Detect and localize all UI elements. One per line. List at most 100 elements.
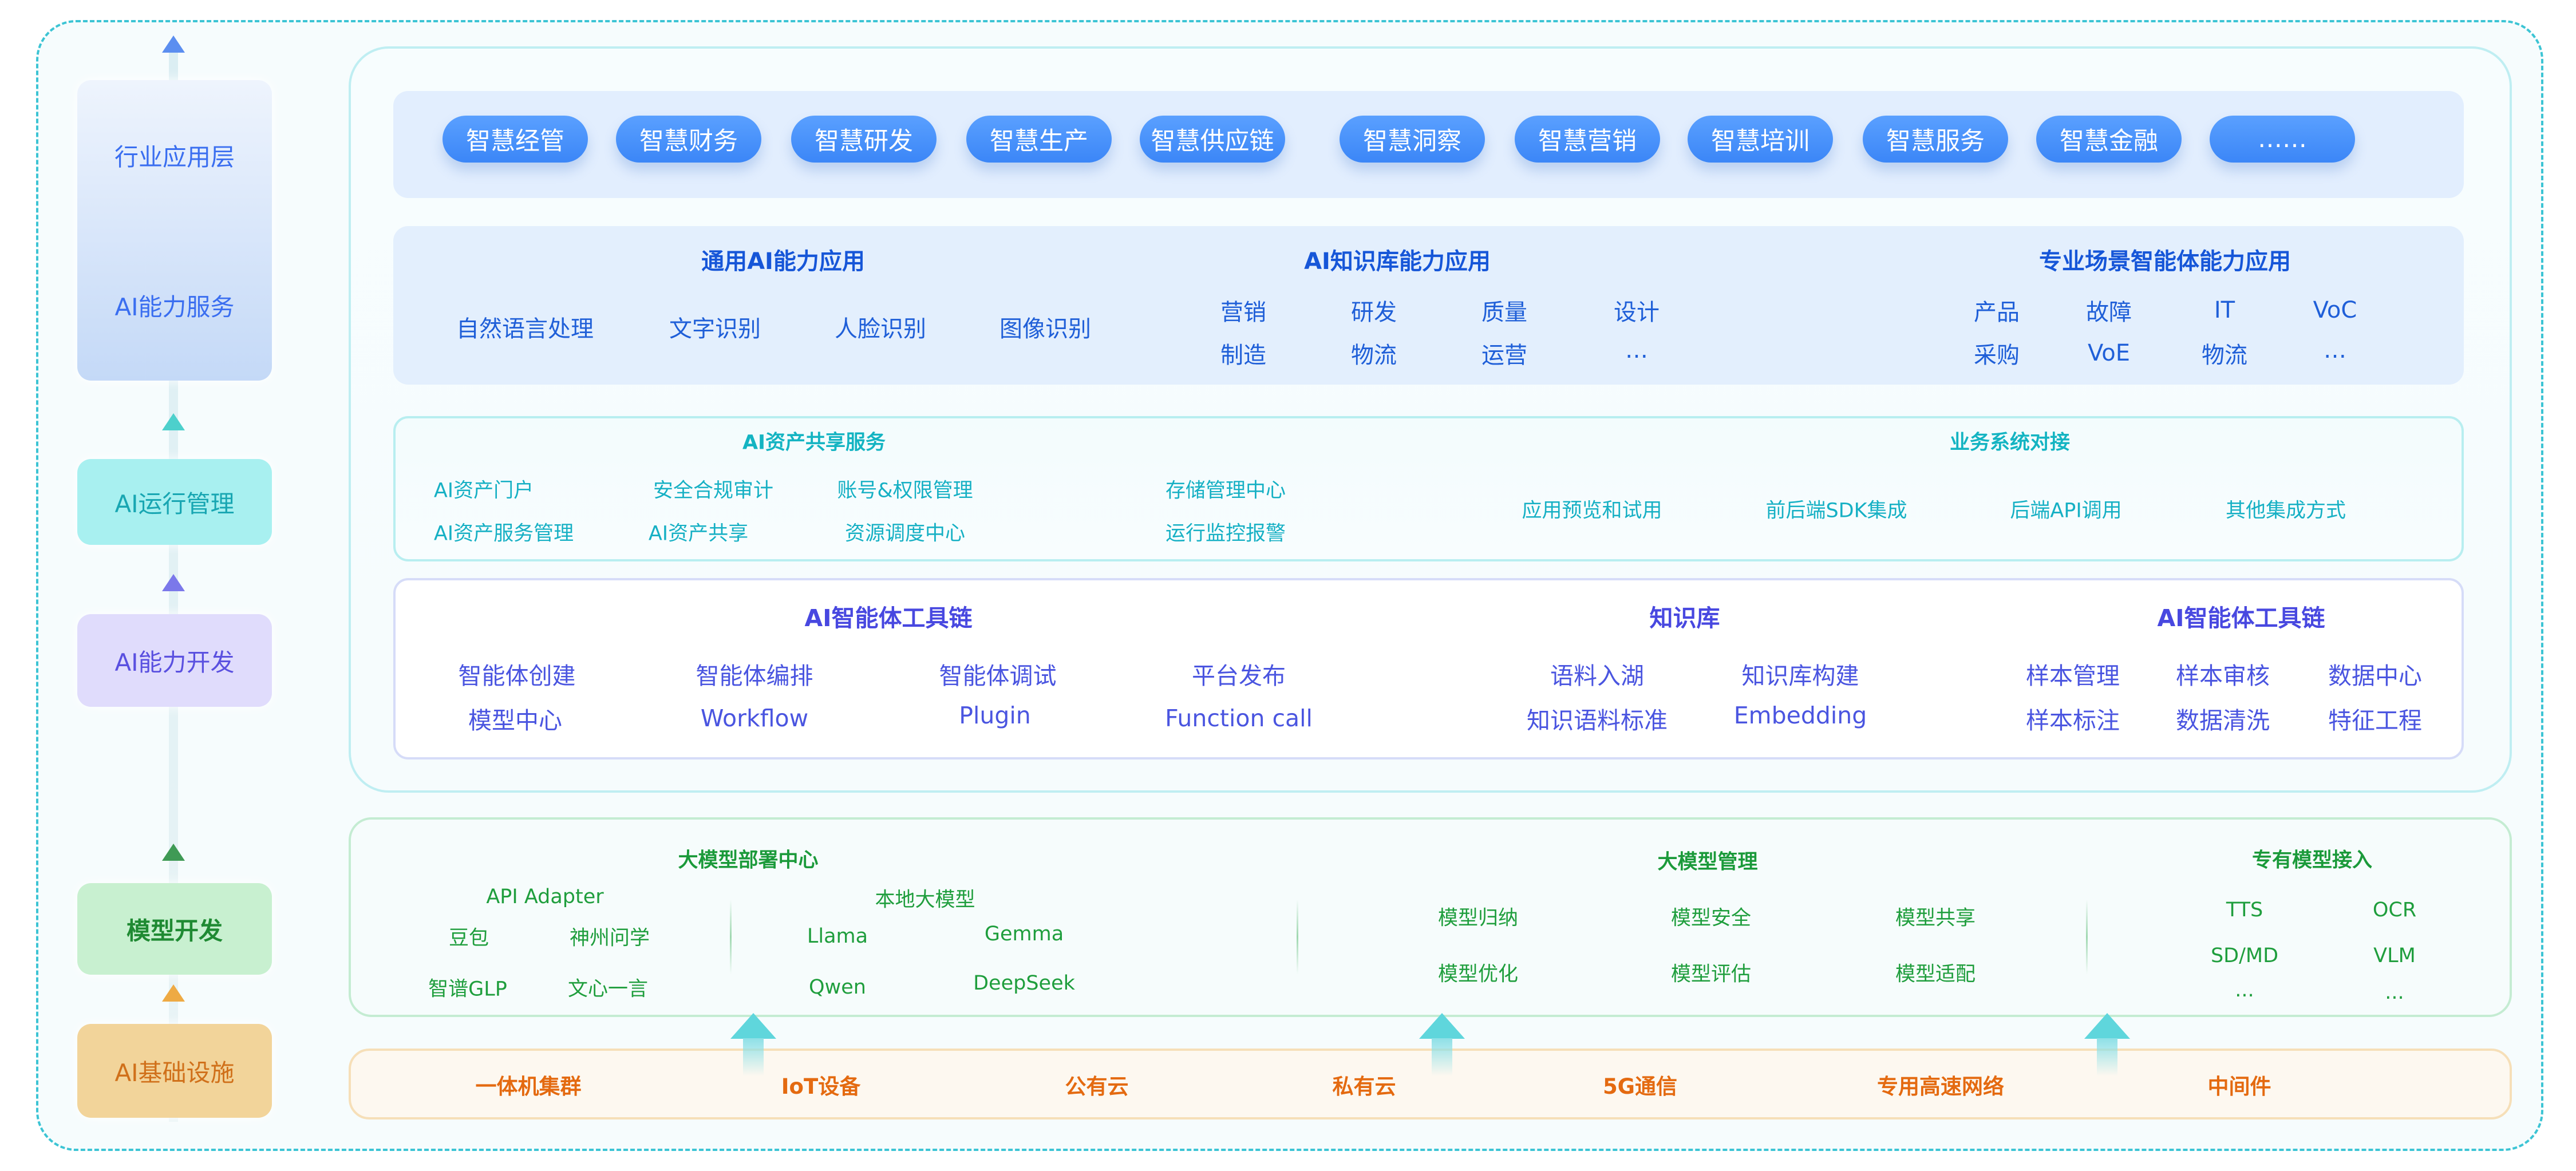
capability-item: 人脸识别	[835, 316, 926, 342]
app-pill: 智慧生产	[966, 116, 1112, 163]
section-title: 业务系统对接	[1949, 431, 2071, 454]
section-title: 知识库	[1649, 604, 1720, 632]
section-title: 通用AI能力应用	[701, 248, 865, 275]
capability-item: IT	[2214, 297, 2235, 323]
layer-ai-service: AI能力服务	[114, 293, 235, 322]
model-item: ...	[2235, 979, 2254, 1002]
asset-share-box	[393, 416, 2464, 561]
share-item: 存储管理中心	[1165, 479, 1286, 503]
capability-item: 采购	[1974, 342, 2020, 369]
capability-item: 营销	[1220, 299, 1266, 326]
infra-item: 中间件	[2207, 1074, 2271, 1099]
model-item: VLM	[2373, 944, 2416, 967]
app-pill: 智慧供应链	[1140, 116, 1285, 163]
share-item: 资源调度中心	[844, 522, 966, 545]
divider	[1297, 900, 1298, 974]
share-item: AI资产门户	[433, 479, 534, 503]
infra-bar	[349, 1049, 2512, 1119]
infra-item: 私有云	[1332, 1074, 1396, 1099]
tool-item: 样本标注	[2026, 707, 2120, 734]
capability-item: 自然语言处理	[456, 316, 594, 342]
layer-model-dev: 模型开发	[77, 883, 272, 975]
model-item: Llama	[807, 925, 868, 948]
kb-item: 语料入湖	[1550, 662, 1644, 690]
capability-item: VoE	[2087, 340, 2131, 366]
arrow-up-icon	[162, 984, 185, 1002]
share-item: 运行监控报警	[1165, 522, 1286, 545]
app-pill: 智慧服务	[1863, 116, 2008, 163]
app-pill: 智慧金融	[2036, 116, 2182, 163]
tool-item: 特征工程	[2328, 707, 2422, 734]
section-title: AI智能体工具链	[804, 604, 973, 632]
share-item: 账号&权限管理	[837, 479, 973, 503]
capability-item: VoC	[2313, 297, 2357, 323]
divider	[2086, 900, 2088, 974]
tool-item: 数据清洗	[2176, 707, 2270, 734]
section-title: 专有模型接入	[2251, 849, 2373, 872]
app-pill: 智慧洞察	[1340, 116, 1485, 163]
model-item: 模型归纳	[1437, 907, 1519, 930]
app-pill: 智慧营销	[1515, 116, 1660, 163]
business-item: 其他集成方式	[2225, 499, 2346, 523]
app-pill: 智慧研发	[791, 116, 937, 163]
infra-item: IoT设备	[781, 1074, 861, 1099]
arrow-up-icon	[730, 1013, 776, 1076]
section-title: AI知识库能力应用	[1304, 248, 1491, 275]
app-pill: 智慧财务	[616, 116, 761, 163]
model-item: 模型评估	[1670, 963, 1752, 986]
toolchain-box	[393, 578, 2464, 759]
capability-item: 质量	[1481, 299, 1527, 326]
model-item: DeepSeek	[973, 972, 1075, 995]
divider	[730, 900, 732, 974]
capability-item: 物流	[1351, 342, 1397, 369]
kb-item: 知识语料标准	[1527, 707, 1668, 734]
tool-item: 样本审核	[2176, 662, 2270, 690]
layer-infra: AI基础设施	[77, 1024, 272, 1118]
tool-item: 平台发布	[1192, 662, 1286, 690]
model-item: ...	[2385, 981, 2404, 1004]
capability-item: 图像识别	[999, 316, 1091, 342]
section-title: AI智能体工具链	[2157, 604, 2325, 632]
capability-item: 设计	[1614, 299, 1660, 326]
capability-item: …	[2324, 337, 2346, 363]
tool-item: Function call	[1165, 705, 1313, 732]
section-title: AI资产共享服务	[742, 431, 886, 454]
capability-item: …	[1625, 337, 1648, 363]
model-item: Gemma	[984, 923, 1064, 945]
kb-item: Embedding	[1733, 702, 1867, 729]
share-item: AI资产共享	[648, 522, 749, 545]
layer-app-service: 行业应用层 AI能力服务	[77, 80, 272, 381]
capability-item: 制造	[1220, 342, 1266, 369]
tool-item: 模型中心	[468, 707, 562, 734]
model-subtitle: API Adapter	[486, 885, 604, 908]
share-item: AI资产服务管理	[433, 522, 574, 545]
arrow-up-icon	[162, 413, 185, 430]
capability-item: 故障	[2086, 299, 2132, 326]
model-dev-panel	[349, 817, 2512, 1017]
model-item: 文心一言	[567, 978, 649, 1001]
business-item: 前后端SDK集成	[1765, 499, 1907, 523]
model-item: 豆包	[448, 927, 489, 950]
arrow-up-icon	[1419, 1013, 1465, 1076]
app-pill: 智慧经管	[442, 116, 588, 163]
infra-item: 公有云	[1065, 1074, 1129, 1099]
model-item: 模型适配	[1895, 963, 1976, 986]
infra-item: 5G通信	[1602, 1074, 1678, 1099]
model-item: 智谱GLP	[428, 978, 507, 1001]
tool-item: 智能体调试	[939, 662, 1057, 690]
app-pill: ……	[2210, 116, 2355, 163]
tool-item: 样本管理	[2026, 662, 2120, 690]
model-subtitle: 本地大模型	[875, 888, 975, 912]
section-title: 专业场景智能体能力应用	[2039, 248, 2291, 275]
tool-item: 智能体创建	[458, 662, 576, 690]
infra-item: 一体机集群	[475, 1074, 582, 1099]
model-item: Qwen	[809, 976, 866, 999]
model-item: SD/MD	[2210, 944, 2279, 967]
section-title: 大模型管理	[1657, 850, 1758, 874]
arrow-up-icon	[162, 35, 185, 53]
kb-item: 知识库构建	[1741, 662, 1859, 690]
arrow-up-icon	[162, 574, 185, 591]
business-item: 应用预览和试用	[1522, 499, 1662, 523]
capability-item: 物流	[2202, 342, 2247, 369]
capability-item: 文字识别	[669, 316, 761, 342]
